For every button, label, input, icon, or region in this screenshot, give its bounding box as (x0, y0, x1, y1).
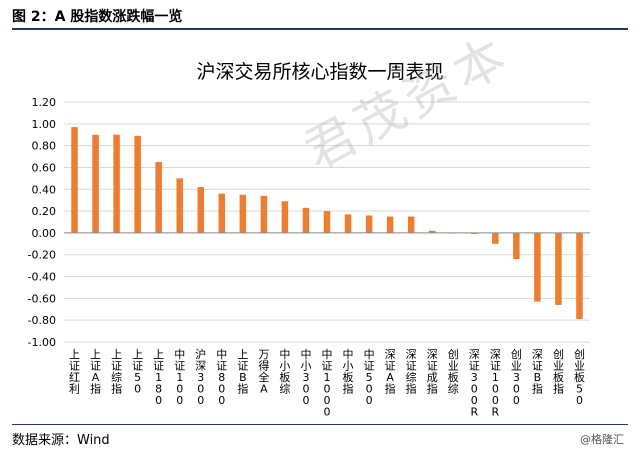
x-tick-label: 上证 1 8 0 (153, 348, 164, 407)
bar (155, 162, 162, 233)
bar (428, 230, 436, 233)
x-tick-label: 创业板指 (553, 348, 564, 396)
bar (71, 127, 78, 233)
x-tick-label: 上证 5 0 (132, 348, 143, 396)
x-tick-label: 上证 B 指 (237, 348, 248, 396)
x-tick-label: 创业板 5 0 (574, 348, 585, 407)
bar (365, 215, 373, 233)
bar (176, 178, 183, 233)
bar (218, 193, 226, 233)
y-tick-label: -1.00 (28, 336, 56, 349)
x-tick-label: 万得全 A (258, 348, 269, 396)
bar (576, 232, 583, 320)
x-tick-label: 中小 3 0 0 (300, 348, 311, 407)
bar (386, 216, 394, 233)
bar (239, 194, 247, 233)
x-tick-label: 深证 A 指 (385, 348, 396, 396)
y-tick-label: -0.40 (28, 271, 56, 284)
y-tick-label: 1.00 (32, 118, 57, 131)
y-axis-ticks: 1.20 1.00 0.80 0.60 0.40 0.20 0.00 -0.20 -0.40 -0… (28, 96, 56, 349)
bar (197, 187, 205, 233)
figure-footer: 数据来源：Wind @格隆汇 (12, 424, 628, 452)
bar (344, 214, 352, 233)
bar (407, 216, 415, 233)
x-tick-label: 深证综指 (406, 348, 417, 396)
bar (260, 195, 268, 233)
x-tick-label: 沪深 3 0 0 (195, 347, 206, 407)
y-tick-label: 0.40 (32, 183, 57, 196)
bar (134, 135, 141, 233)
x-tick-label: 中证 1 0 0 0 (322, 348, 333, 419)
bar (513, 232, 520, 260)
x-tick-label: 中证 1 0 0 (174, 348, 185, 407)
x-tick-label: 上证红利 (69, 348, 80, 396)
bar (534, 232, 541, 302)
credit-label: @格隆汇 (580, 433, 624, 446)
x-tick-label: 深证 1 0 0 R (490, 348, 501, 419)
x-tick-label: 创业板综 (448, 348, 459, 396)
x-tick-label: 上证综指 (111, 348, 122, 396)
chart-title: 沪深交易所核心指数一周表现 (196, 61, 443, 83)
bar (113, 134, 120, 233)
bar (92, 134, 99, 233)
y-tick-label: 0.60 (32, 161, 57, 174)
bar (492, 232, 499, 244)
x-tick-label: 中证 5 0 0 (364, 348, 375, 407)
y-tick-label: 0.00 (32, 227, 57, 240)
y-tick-label: 1.20 (32, 96, 57, 109)
bar (281, 201, 289, 233)
y-tick-label: 0.80 (32, 140, 57, 153)
x-tick-label: 上证 A 指 (90, 348, 101, 396)
x-tick-label: 创业 3 0 0 (511, 348, 522, 407)
bar (323, 211, 331, 233)
x-tick-label: 中小板综 (279, 348, 290, 396)
y-tick-label: -0.80 (28, 314, 56, 327)
y-tick-label: 0.20 (32, 205, 57, 218)
x-tick-label: 深证成指 (427, 348, 438, 396)
bar (555, 232, 562, 305)
x-tick-label: 中小板指 (343, 348, 354, 396)
y-tick-label: -0.60 (28, 292, 56, 305)
bars (71, 127, 583, 320)
source-note: 数据来源：Wind (12, 433, 110, 448)
x-tick-label: 中证 8 0 0 (216, 348, 227, 407)
x-tick-label: 深证 3 0 0 R (469, 348, 480, 419)
y-tick-label: -0.20 (28, 249, 56, 262)
bar (471, 232, 478, 234)
x-tick-label: 深证 B 指 (532, 348, 543, 396)
bar (302, 207, 310, 233)
figure-header: 图 2：A 股指数涨跌幅一览 (12, 6, 628, 30)
